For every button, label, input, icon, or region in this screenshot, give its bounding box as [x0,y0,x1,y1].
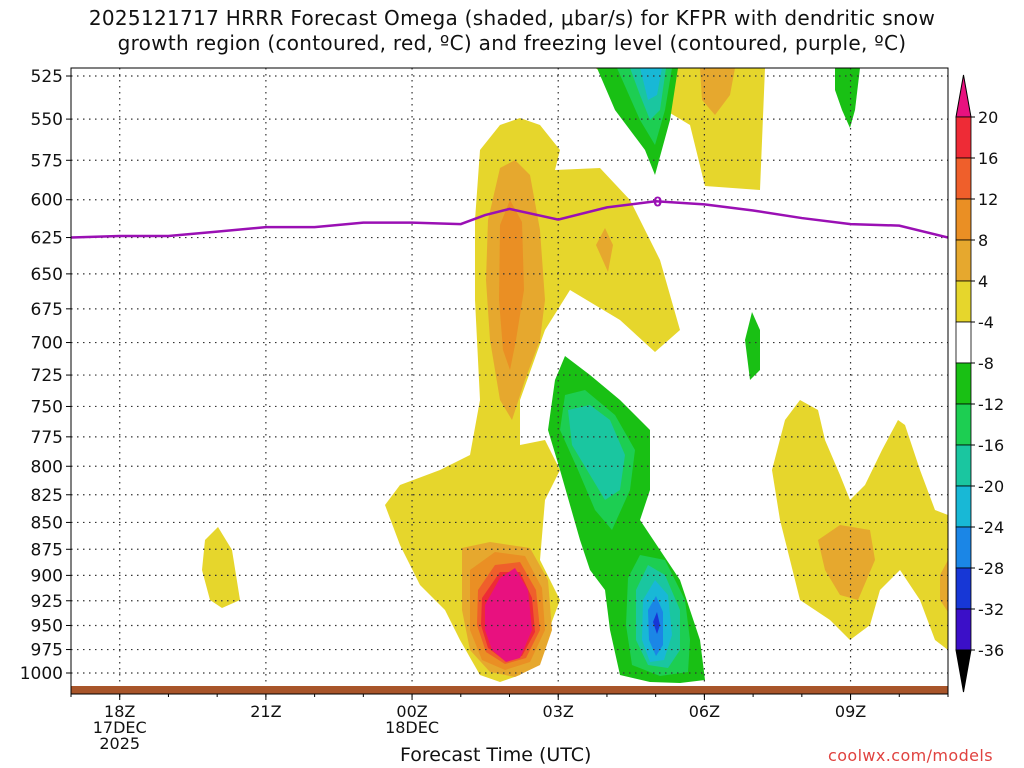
y-tick-label-775: 775 [31,428,63,448]
colorbar-label-10: -24 [978,518,1004,537]
y-tick-label-650: 650 [31,265,63,285]
colorbar-band-12 [955,608,972,651]
omega-area-yellow-east [772,400,948,650]
y-tick-label-750: 750 [31,397,63,417]
colorbar-label-7: -12 [978,395,1004,414]
colorbar-band-11 [955,567,972,610]
x-tick-label-5-0: 09Z [835,702,866,721]
omega-area-blue-low [653,612,660,634]
credit-link[interactable]: coolwx.com/models [828,746,993,765]
colorbar-label-3: 8 [978,231,988,250]
chart-title-line-1: 2025121717 HRRR Forecast Omega (shaded, … [88,6,936,30]
y-tick-label-800: 800 [31,457,63,477]
colorbar-label-12: -32 [978,600,1004,619]
colorbar-label-11: -28 [978,559,1004,578]
x-tick-label-2-1: 18DEC [385,718,439,737]
x-tick-label-0-1: 17DEC [93,718,147,737]
colorbar-band-9 [955,485,972,528]
colorbar-label-5: -4 [978,313,994,332]
colorbar-label-13: -36 [978,641,1004,660]
colorbar-bottom-arrow [955,649,972,693]
colorbar-band-3 [955,239,972,282]
y-tick-label-600: 600 [31,191,63,211]
freezing-level-line [71,200,948,239]
y-tick-label-875: 875 [31,540,63,560]
colorbar-label-6: -8 [978,354,994,373]
y-tick-label-825: 825 [31,486,63,506]
x-tick-label-0-0: 18Z [104,702,135,721]
colorbar-top-arrow [955,74,972,118]
chart-title: 2025121717 HRRR Forecast Omega (shaded, … [0,6,1024,56]
y-tick-label-550: 550 [31,110,63,130]
omega-area-orange-north [700,68,735,115]
colorbar-label-4: 4 [978,272,988,291]
colorbar-band-2 [955,198,972,241]
colorbar-band-7 [955,403,972,446]
omega-area-teal-central [568,405,625,500]
omega-area-darkorange-central [499,200,524,370]
x-tick-label-4-0: 06Z [689,702,720,721]
chart-title-line-2: growth region (contoured, red, ºC) and f… [117,31,907,55]
y-tick-label-725: 725 [31,366,63,386]
y-tick-label-850: 850 [31,513,63,533]
y-tick-label-700: 700 [31,334,63,354]
grid [71,68,948,694]
y-tick-label-1000: 1000 [20,664,63,684]
colorbar-band-6 [955,362,972,405]
x-axis-title: Forecast Time (UTC) [400,744,592,766]
colorbar-band-0 [955,116,972,159]
colorbar-label-8: -16 [978,436,1004,455]
y-tick-label-625: 625 [31,229,63,249]
omega-area-magenta-low [485,568,532,662]
omega-area-green-mid [745,312,760,380]
y-tick-label-675: 675 [31,300,63,320]
y-tick-label-950: 950 [31,616,63,636]
x-tick-label-3-0: 03Z [543,702,574,721]
colorbar: 20 16 12 8 4 -4 -8 -12 -16 -20 -24 -28 -32 -36 [955,74,1004,693]
y-tick-label-925: 925 [31,592,63,612]
colorbar-band-10 [955,526,972,569]
y-tick-label-975: 975 [31,641,63,661]
omega-area-yellow-west [202,527,240,608]
colorbar-label-9: -20 [978,477,1004,496]
omega-area-cyan-north [640,68,662,100]
colorbar-label-2: 12 [978,190,998,209]
colorbar-label-1: 16 [978,149,998,168]
y-tick-label-575: 575 [31,151,63,171]
colorbar-band-4 [955,280,972,323]
ground-strip [71,686,948,694]
omega-area-orange-east [818,525,875,600]
colorbar-band-5 [955,321,972,364]
y-axis: 525 550 575 600 625 650 675 700 725 750 775 800 825 8… [20,67,71,684]
colorbar-band-8 [955,444,972,487]
y-tick-label-900: 900 [31,566,63,586]
x-tick-label-2-0: 00Z [396,702,427,721]
x-tick-label-0-2: 2025 [99,734,140,753]
omega-area-green-ne [835,68,860,128]
colorbar-band-1 [955,157,972,200]
x-tick-label-1-0: 21Z [250,702,281,721]
y-tick-label-525: 525 [31,67,63,87]
omega-shading [202,68,948,683]
omega-area-orange-small [596,228,613,272]
freezing-level-label: 0 [653,195,662,210]
colorbar-label-0: 20 [978,108,998,127]
omega-area-orange-edge [940,560,948,612]
